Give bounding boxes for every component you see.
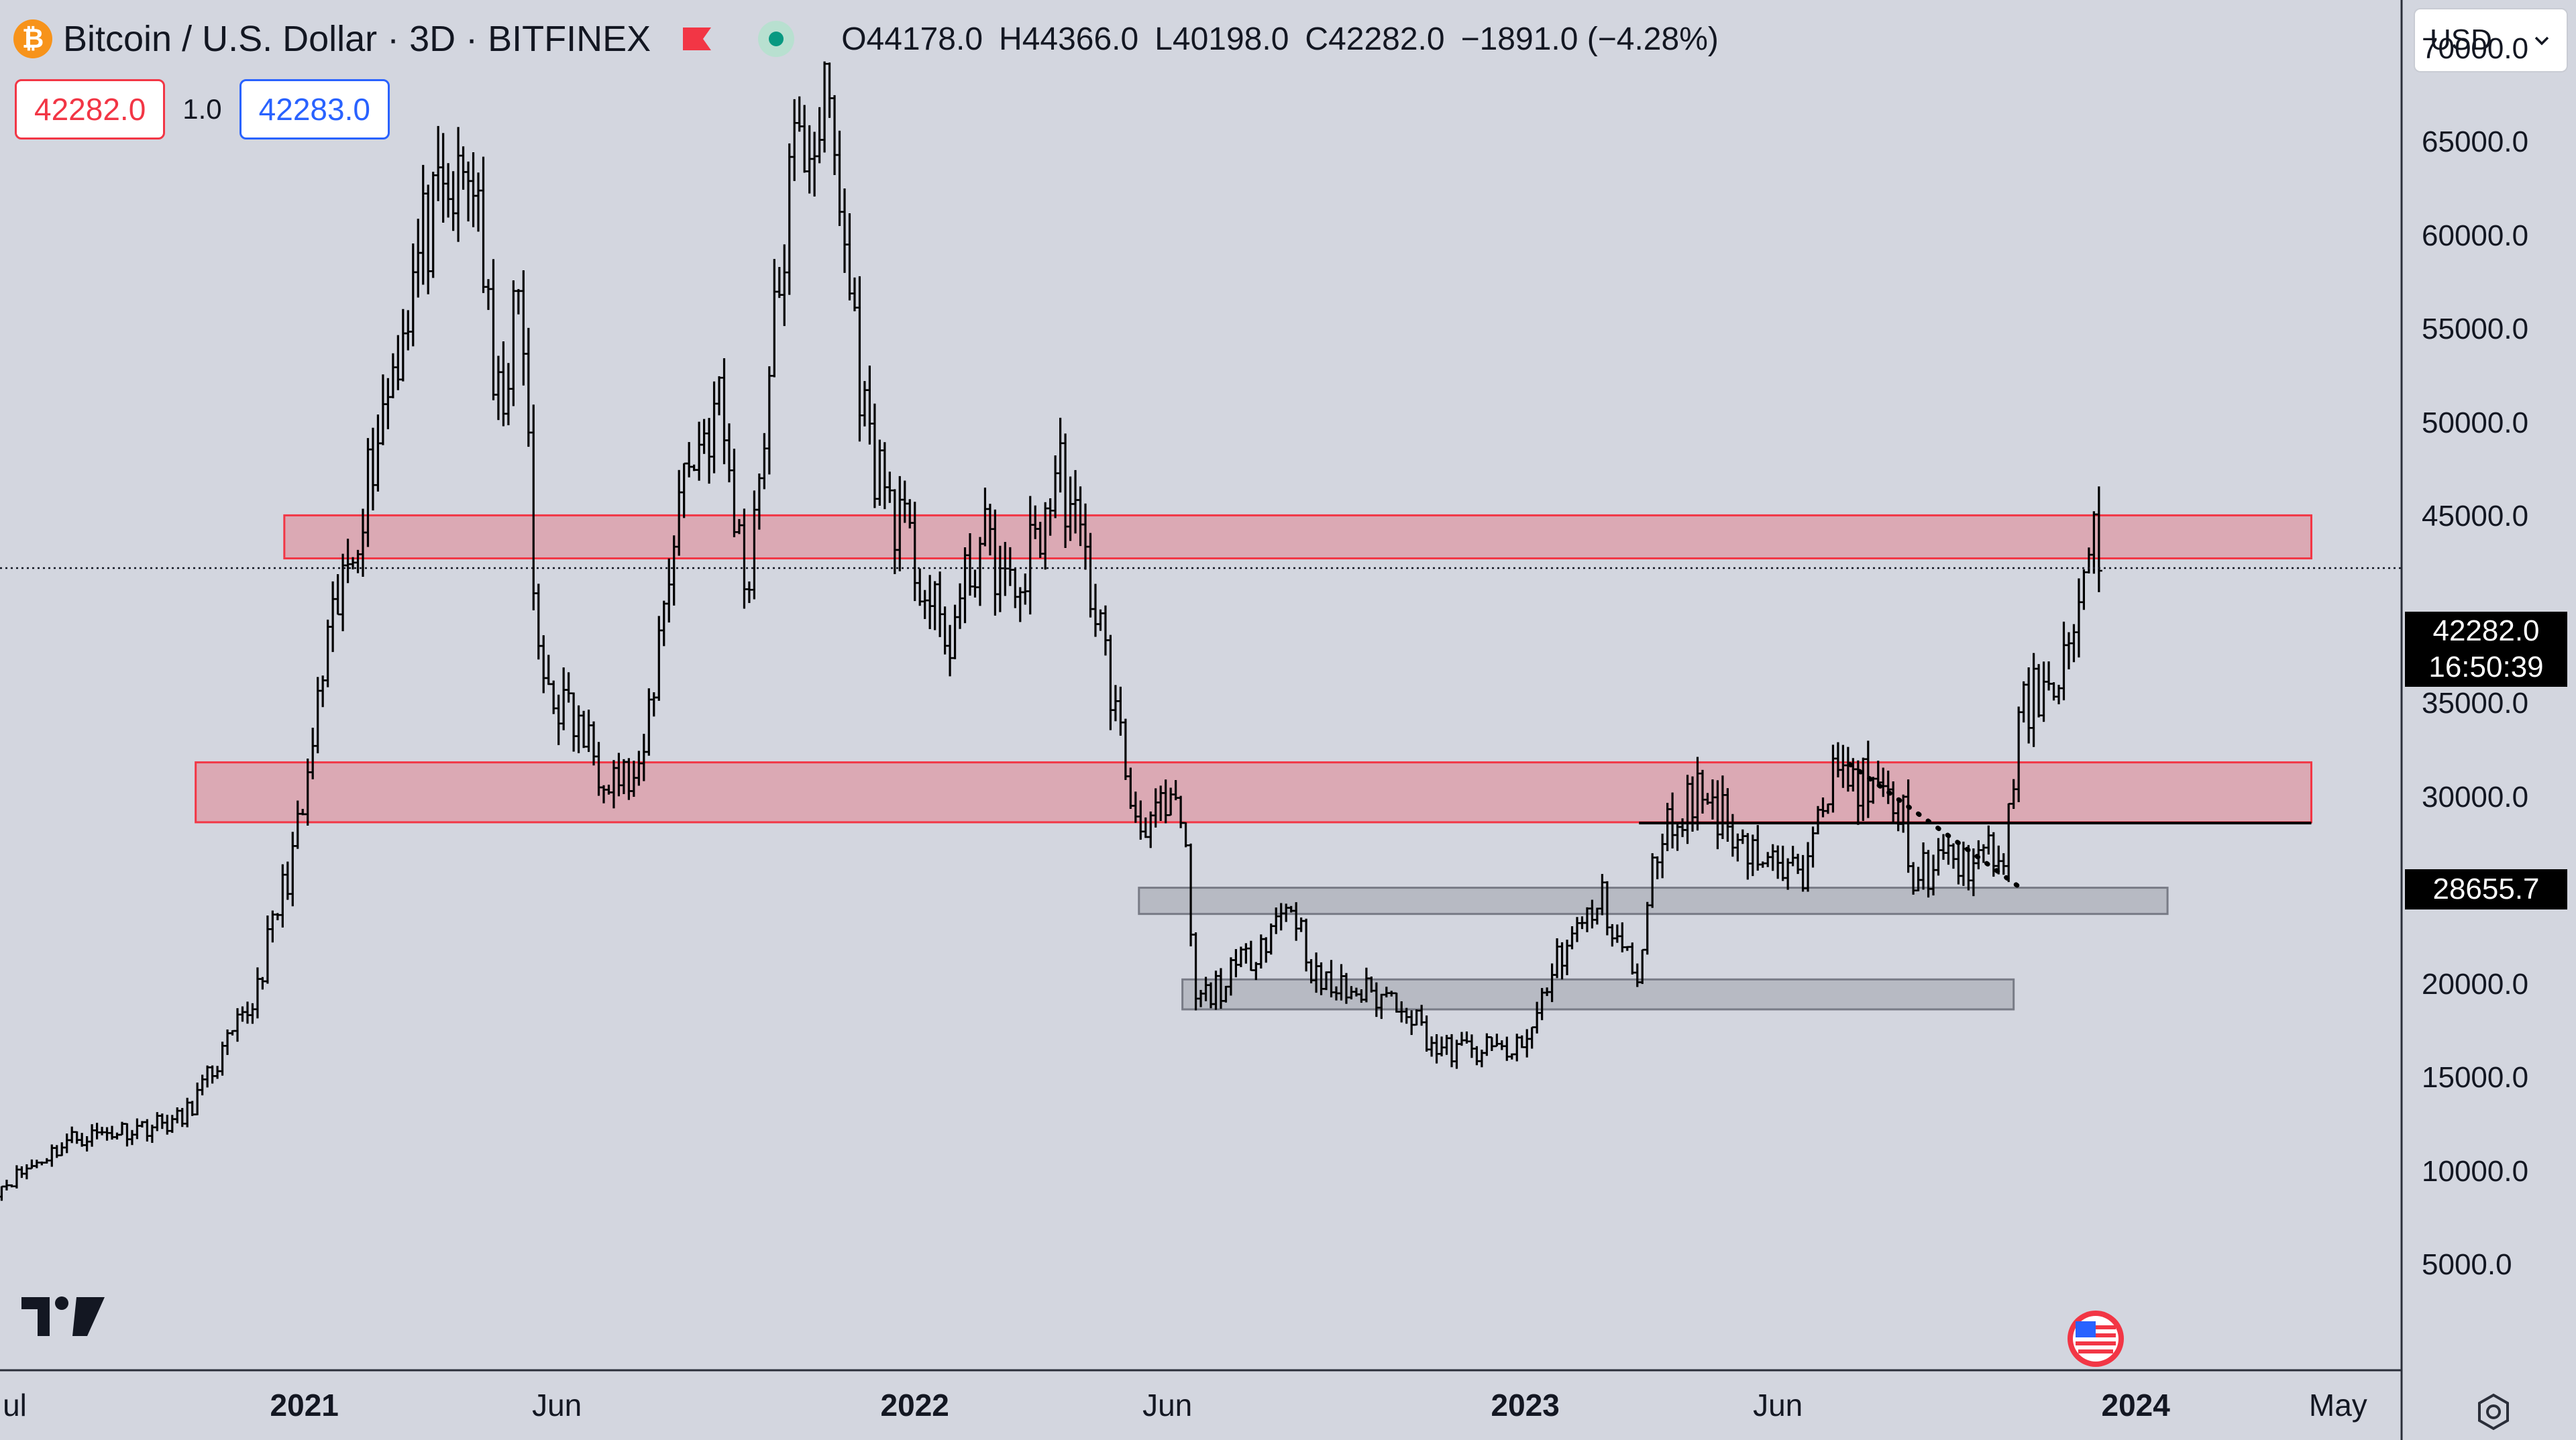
bitcoin-glyph: ₿ — [21, 23, 44, 54]
settings-icon[interactable] — [2473, 1391, 2514, 1436]
time-axis-tick: May — [2308, 1388, 2367, 1423]
ohlc-values: O44178.0 H44366.0 L40198.0 C42282.0 −189… — [841, 21, 1719, 58]
chevron-down-icon — [2534, 36, 2549, 46]
spread-value: 1.0 — [182, 93, 222, 125]
time-axis-tick: ul — [3, 1388, 27, 1423]
price-axis-tick: 50000.0 — [2422, 406, 2529, 439]
level-price-tag: 28655.7 — [2405, 869, 2567, 909]
price-axis-tick: 35000.0 — [2422, 687, 2529, 720]
dotted-trend-line — [1847, 761, 2023, 891]
tradingview-logo-icon[interactable] — [21, 1293, 105, 1343]
price-axis-tick: 45000.0 — [2422, 500, 2529, 533]
price-axis-tick: 65000.0 — [2422, 125, 2529, 159]
ohlc-open: O44178.0 — [841, 21, 983, 57]
sell-button[interactable]: 42282.0 — [15, 79, 166, 140]
price-axis-tick: 30000.0 — [2422, 780, 2529, 814]
buy-button[interactable]: 42283.0 — [239, 79, 390, 140]
bitcoin-icon[interactable]: ₿ — [13, 19, 52, 58]
ohlc-close: C42282.0 — [1305, 21, 1445, 57]
currency-select[interactable]: USD — [2414, 8, 2568, 72]
time-axis-tick: Jun — [1142, 1388, 1193, 1423]
zones-layer — [195, 514, 2312, 1011]
support-zone-3 — [1181, 978, 2015, 1011]
time-axis-tick: 2024 — [2101, 1388, 2170, 1423]
currency-value: USD — [2430, 23, 2492, 56]
price-axis-tick: 10000.0 — [2422, 1154, 2529, 1188]
time-axis-tick: 2021 — [270, 1388, 339, 1423]
price-axis-tick: 60000.0 — [2422, 219, 2529, 252]
time-axis-tick: Jun — [1753, 1388, 1803, 1423]
price-axis-tick: 5000.0 — [2422, 1248, 2512, 1282]
time-axis-tick: 2023 — [1491, 1388, 1560, 1423]
ohlc-low: L40198.0 — [1155, 21, 1289, 57]
bar-countdown: 16:50:39 — [2428, 651, 2544, 683]
price-bars — [0, 61, 2102, 1201]
order-panel: 42282.0 1.0 42283.0 — [15, 79, 390, 140]
last-price-tag: 42282.0 16:50:39 — [2405, 612, 2567, 687]
drawings-layer — [0, 567, 2402, 891]
resistance-zone-1 — [195, 761, 2312, 824]
symbol-title[interactable]: Bitcoin / U.S. Dollar · 3D · BITFINEX — [63, 19, 651, 59]
price-axis-tick: 15000.0 — [2422, 1061, 2529, 1095]
resistance-zone-0 — [283, 514, 2312, 560]
flag-icon[interactable] — [683, 26, 712, 52]
ohlc-high: H44366.0 — [999, 21, 1139, 57]
time-axis-tick: 2022 — [880, 1388, 949, 1423]
ohlc-change: −1891.0 (−4.28%) — [1460, 21, 1719, 57]
price-axis-tick: 70000.0 — [2422, 32, 2529, 65]
time-axis-tick: Jun — [532, 1388, 582, 1423]
market-status-icon[interactable] — [758, 21, 795, 57]
symbol-header: ₿ Bitcoin / U.S. Dollar · 3D · BITFINEX … — [13, 12, 1719, 66]
price-axis-tick: 20000.0 — [2422, 967, 2529, 1001]
us-flag-icon[interactable] — [2066, 1309, 2125, 1372]
price-axis-tick: 55000.0 — [2422, 313, 2529, 346]
last-price-value: 42282.0 — [2432, 614, 2540, 647]
